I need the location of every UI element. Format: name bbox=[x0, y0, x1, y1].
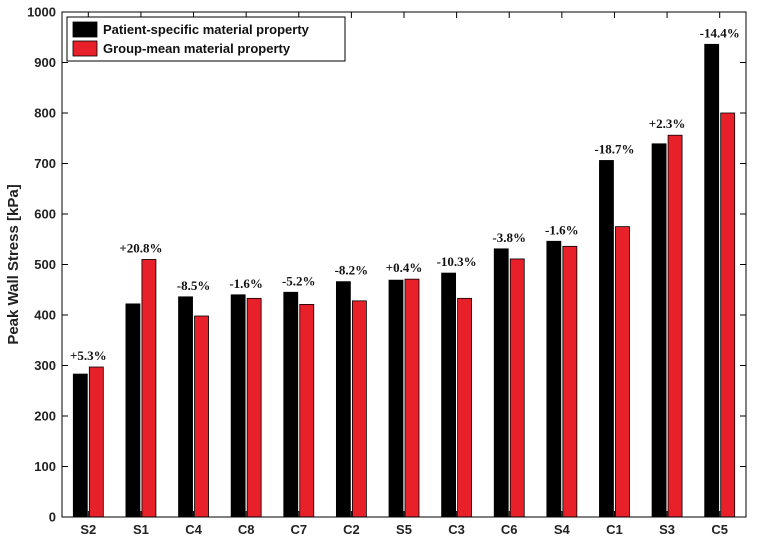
legend: Patient-specific material property Group-… bbox=[66, 16, 346, 62]
percent-change-label: -18.7% bbox=[594, 141, 634, 156]
percent-change-label: +5.3% bbox=[70, 348, 107, 363]
bar-group-mean bbox=[404, 278, 420, 518]
x-tick-label: S2 bbox=[80, 522, 96, 537]
bar-patient-specific bbox=[441, 272, 457, 518]
legend-entry-label: Patient-specific material property bbox=[103, 22, 310, 37]
y-axis-label: Peak Wall Stress [kPa] bbox=[5, 184, 22, 344]
bar-marks bbox=[72, 43, 736, 518]
bar-group-mean bbox=[509, 258, 525, 518]
bar-group-mean bbox=[562, 245, 578, 518]
y-tick-label: 900 bbox=[34, 55, 56, 70]
x-tick-label: C7 bbox=[290, 522, 307, 537]
bar-patient-specific bbox=[388, 279, 404, 518]
bar-group-mean bbox=[720, 112, 736, 518]
x-tick-label: C3 bbox=[448, 522, 465, 537]
percent-change-label: +0.4% bbox=[386, 260, 423, 275]
bar-group-mean bbox=[667, 134, 683, 518]
x-tick-label: S3 bbox=[659, 522, 675, 537]
percent-change-label: -14.4% bbox=[700, 25, 740, 40]
percent-change-label: -8.5% bbox=[177, 278, 211, 293]
bar-group-mean bbox=[141, 259, 157, 518]
y-tick-label: 500 bbox=[34, 257, 56, 272]
y-tick-label: 700 bbox=[34, 156, 56, 171]
legend-box bbox=[66, 16, 346, 62]
bar-patient-specific bbox=[546, 240, 562, 518]
bar-group-mean bbox=[299, 303, 315, 518]
percent-change-label: -10.3% bbox=[437, 254, 477, 269]
y-tick-label: 100 bbox=[34, 459, 56, 474]
percent-change-label: +2.3% bbox=[649, 116, 686, 131]
bar-patient-specific bbox=[283, 291, 299, 518]
bar-patient-specific bbox=[230, 294, 246, 518]
x-axis: S2 S1 C4 C8 C7 C2 S5 C3 C6 S4 C1 S3 C5 bbox=[80, 12, 728, 537]
x-tick-label: C1 bbox=[606, 522, 623, 537]
data-labels: +5.3% +20.8% -8.5% -1.6% -5.2% -8.2% +0.4% -10.… bbox=[70, 25, 740, 363]
x-tick-label: C8 bbox=[238, 522, 255, 537]
legend-entry-label: Group-mean material property bbox=[103, 41, 291, 56]
y-tick-label: 200 bbox=[34, 409, 56, 424]
percent-change-label: -3.8% bbox=[492, 230, 526, 245]
y-tick-label: 1000 bbox=[27, 5, 56, 20]
percent-change-label: -1.6% bbox=[545, 222, 579, 237]
y-axis: 0 100 200 300 400 500 600 700 800 900 1000 bbox=[27, 5, 746, 525]
y-tick-label: 0 bbox=[49, 510, 56, 525]
y-tick-label: 400 bbox=[34, 308, 56, 323]
percent-change-label: -1.6% bbox=[229, 276, 263, 291]
bar-patient-specific bbox=[125, 303, 141, 518]
y-tick-label: 800 bbox=[34, 106, 56, 121]
bar-group-mean bbox=[194, 315, 209, 518]
bar-group-mean bbox=[88, 366, 104, 518]
y-tick-label: 600 bbox=[34, 207, 56, 222]
bar-group-mean bbox=[457, 297, 473, 518]
bar-patient-specific bbox=[599, 160, 614, 518]
bar-patient-specific bbox=[178, 296, 193, 518]
x-tick-label: C5 bbox=[711, 522, 728, 537]
percent-change-label: -8.2% bbox=[335, 263, 369, 278]
bar-patient-specific bbox=[335, 281, 351, 518]
percent-change-label: -5.2% bbox=[282, 273, 316, 288]
x-tick-label: S5 bbox=[396, 522, 412, 537]
bar-patient-specific bbox=[493, 248, 509, 518]
legend-swatch bbox=[72, 21, 98, 38]
x-tick-label: C6 bbox=[501, 522, 518, 537]
x-tick-label: S1 bbox=[133, 522, 149, 537]
bar-patient-specific bbox=[72, 373, 88, 518]
legend-swatch bbox=[72, 40, 98, 57]
x-tick-label: C2 bbox=[343, 522, 360, 537]
percent-change-label: +20.8% bbox=[119, 240, 162, 255]
y-tick-label: 300 bbox=[34, 358, 56, 373]
x-tick-label: C4 bbox=[185, 522, 202, 537]
bar-group-mean bbox=[615, 226, 630, 518]
bar-group-mean bbox=[351, 300, 367, 518]
bar-patient-specific bbox=[651, 143, 667, 518]
x-tick-label: S4 bbox=[554, 522, 571, 537]
bar-group-mean bbox=[246, 297, 262, 518]
bar-patient-specific bbox=[704, 43, 720, 518]
